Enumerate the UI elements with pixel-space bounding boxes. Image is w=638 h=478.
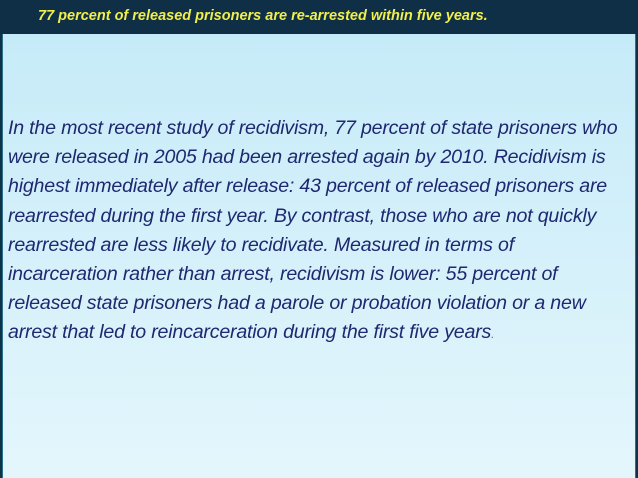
paragraph: In the most recent study of recidivism, … [8,117,618,344]
content-panel: In the most recent study of recidivism, … [2,34,636,478]
paragraph-end: . [491,327,495,342]
header-bar: 77 percent of released prisoners are re-… [0,0,638,34]
body-text: In the most recent study of recidivism, … [8,114,628,350]
slide-title: 77 percent of released prisoners are re-… [38,8,488,24]
